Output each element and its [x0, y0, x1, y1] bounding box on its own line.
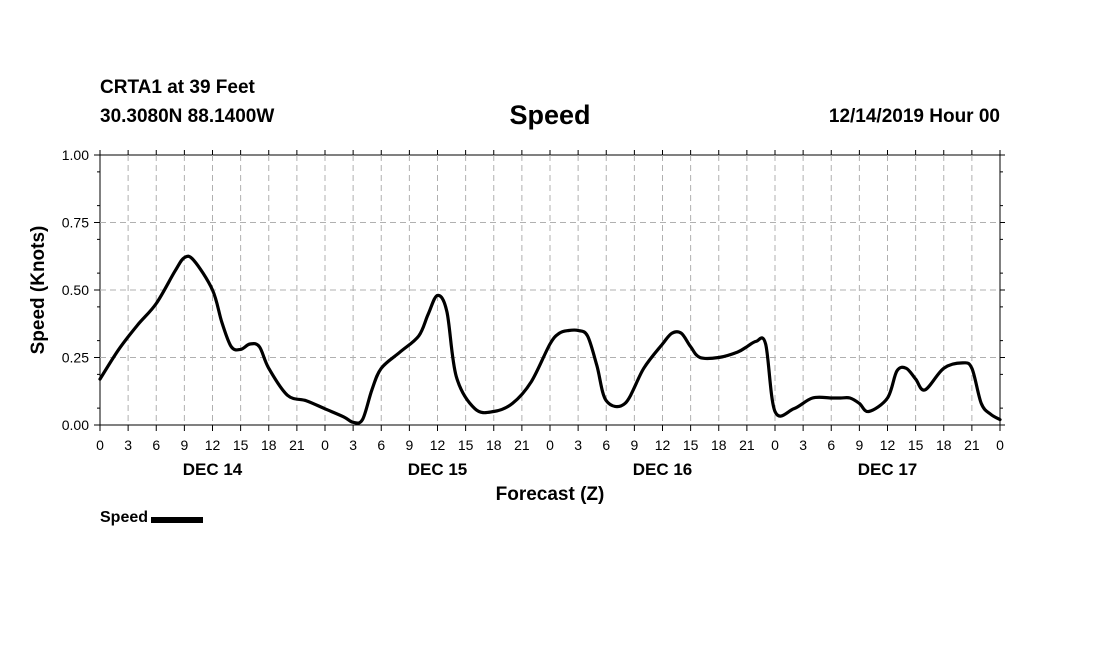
x-tick-label: 0 — [321, 437, 329, 453]
station-label: CRTA1 at 39 Feet — [100, 77, 255, 98]
legend-label: Speed — [100, 509, 149, 526]
x-tick-label: 3 — [799, 437, 807, 453]
x-tick-label: 12 — [880, 437, 896, 453]
x-tick-label: 18 — [261, 437, 277, 453]
x-tick-label: 6 — [827, 437, 835, 453]
y-tick-label: 0.25 — [62, 350, 89, 366]
x-tick-label: 9 — [405, 437, 413, 453]
x-tick-label: 21 — [289, 437, 305, 453]
x-tick-label: 0 — [546, 437, 554, 453]
forecast-datetime: 12/14/2019 Hour 00 — [828, 106, 1000, 127]
x-tick-label: 9 — [630, 437, 638, 453]
legend: Speed — [100, 509, 204, 527]
x-tick-label: 6 — [152, 437, 160, 453]
x-tick-label: 3 — [124, 437, 132, 453]
x-tick-label: 9 — [855, 437, 863, 453]
y-tick-label: 0.00 — [62, 417, 89, 433]
x-tick-label: 0 — [96, 437, 104, 453]
x-tick-label: 21 — [514, 437, 530, 453]
legend-swatch — [151, 517, 204, 523]
x-tick-label: 15 — [683, 437, 699, 453]
x-tick-label: 3 — [574, 437, 582, 453]
x-tick-label: 12 — [205, 437, 221, 453]
y-tick-label: 0.75 — [62, 215, 89, 231]
y-tick-label: 1.00 — [62, 147, 89, 163]
x-tick-label: 18 — [936, 437, 952, 453]
x-tick-label: 15 — [908, 437, 924, 453]
x-tick-label: 6 — [602, 437, 610, 453]
day-label: DEC 15 — [408, 460, 468, 479]
chart-title: Speed — [509, 100, 591, 130]
x-tick-label: 21 — [739, 437, 755, 453]
x-tick-label: 12 — [430, 437, 446, 453]
x-tick-label: 18 — [711, 437, 727, 453]
x-tick-label: 15 — [458, 437, 474, 453]
x-tick-label: 15 — [233, 437, 249, 453]
y-tick-label: 0.50 — [62, 282, 89, 298]
x-tick-label: 12 — [655, 437, 671, 453]
x-tick-label: 6 — [377, 437, 385, 453]
x-tick-label: 3 — [349, 437, 357, 453]
x-tick-label: 0 — [996, 437, 1004, 453]
x-tick-label: 18 — [486, 437, 502, 453]
day-label: DEC 14 — [183, 460, 243, 479]
series-line-speed — [98, 254, 1002, 425]
x-axis-label: Forecast (Z) — [496, 484, 605, 505]
day-label: DEC 17 — [858, 460, 918, 479]
y-axis-label: Speed (Knots) — [28, 226, 49, 355]
x-tick-label: 21 — [964, 437, 980, 453]
coordinates-label: 30.3080N 88.1400W — [100, 106, 275, 127]
day-label: DEC 16 — [633, 460, 693, 479]
x-tick-label: 9 — [180, 437, 188, 453]
x-tick-label: 0 — [771, 437, 779, 453]
